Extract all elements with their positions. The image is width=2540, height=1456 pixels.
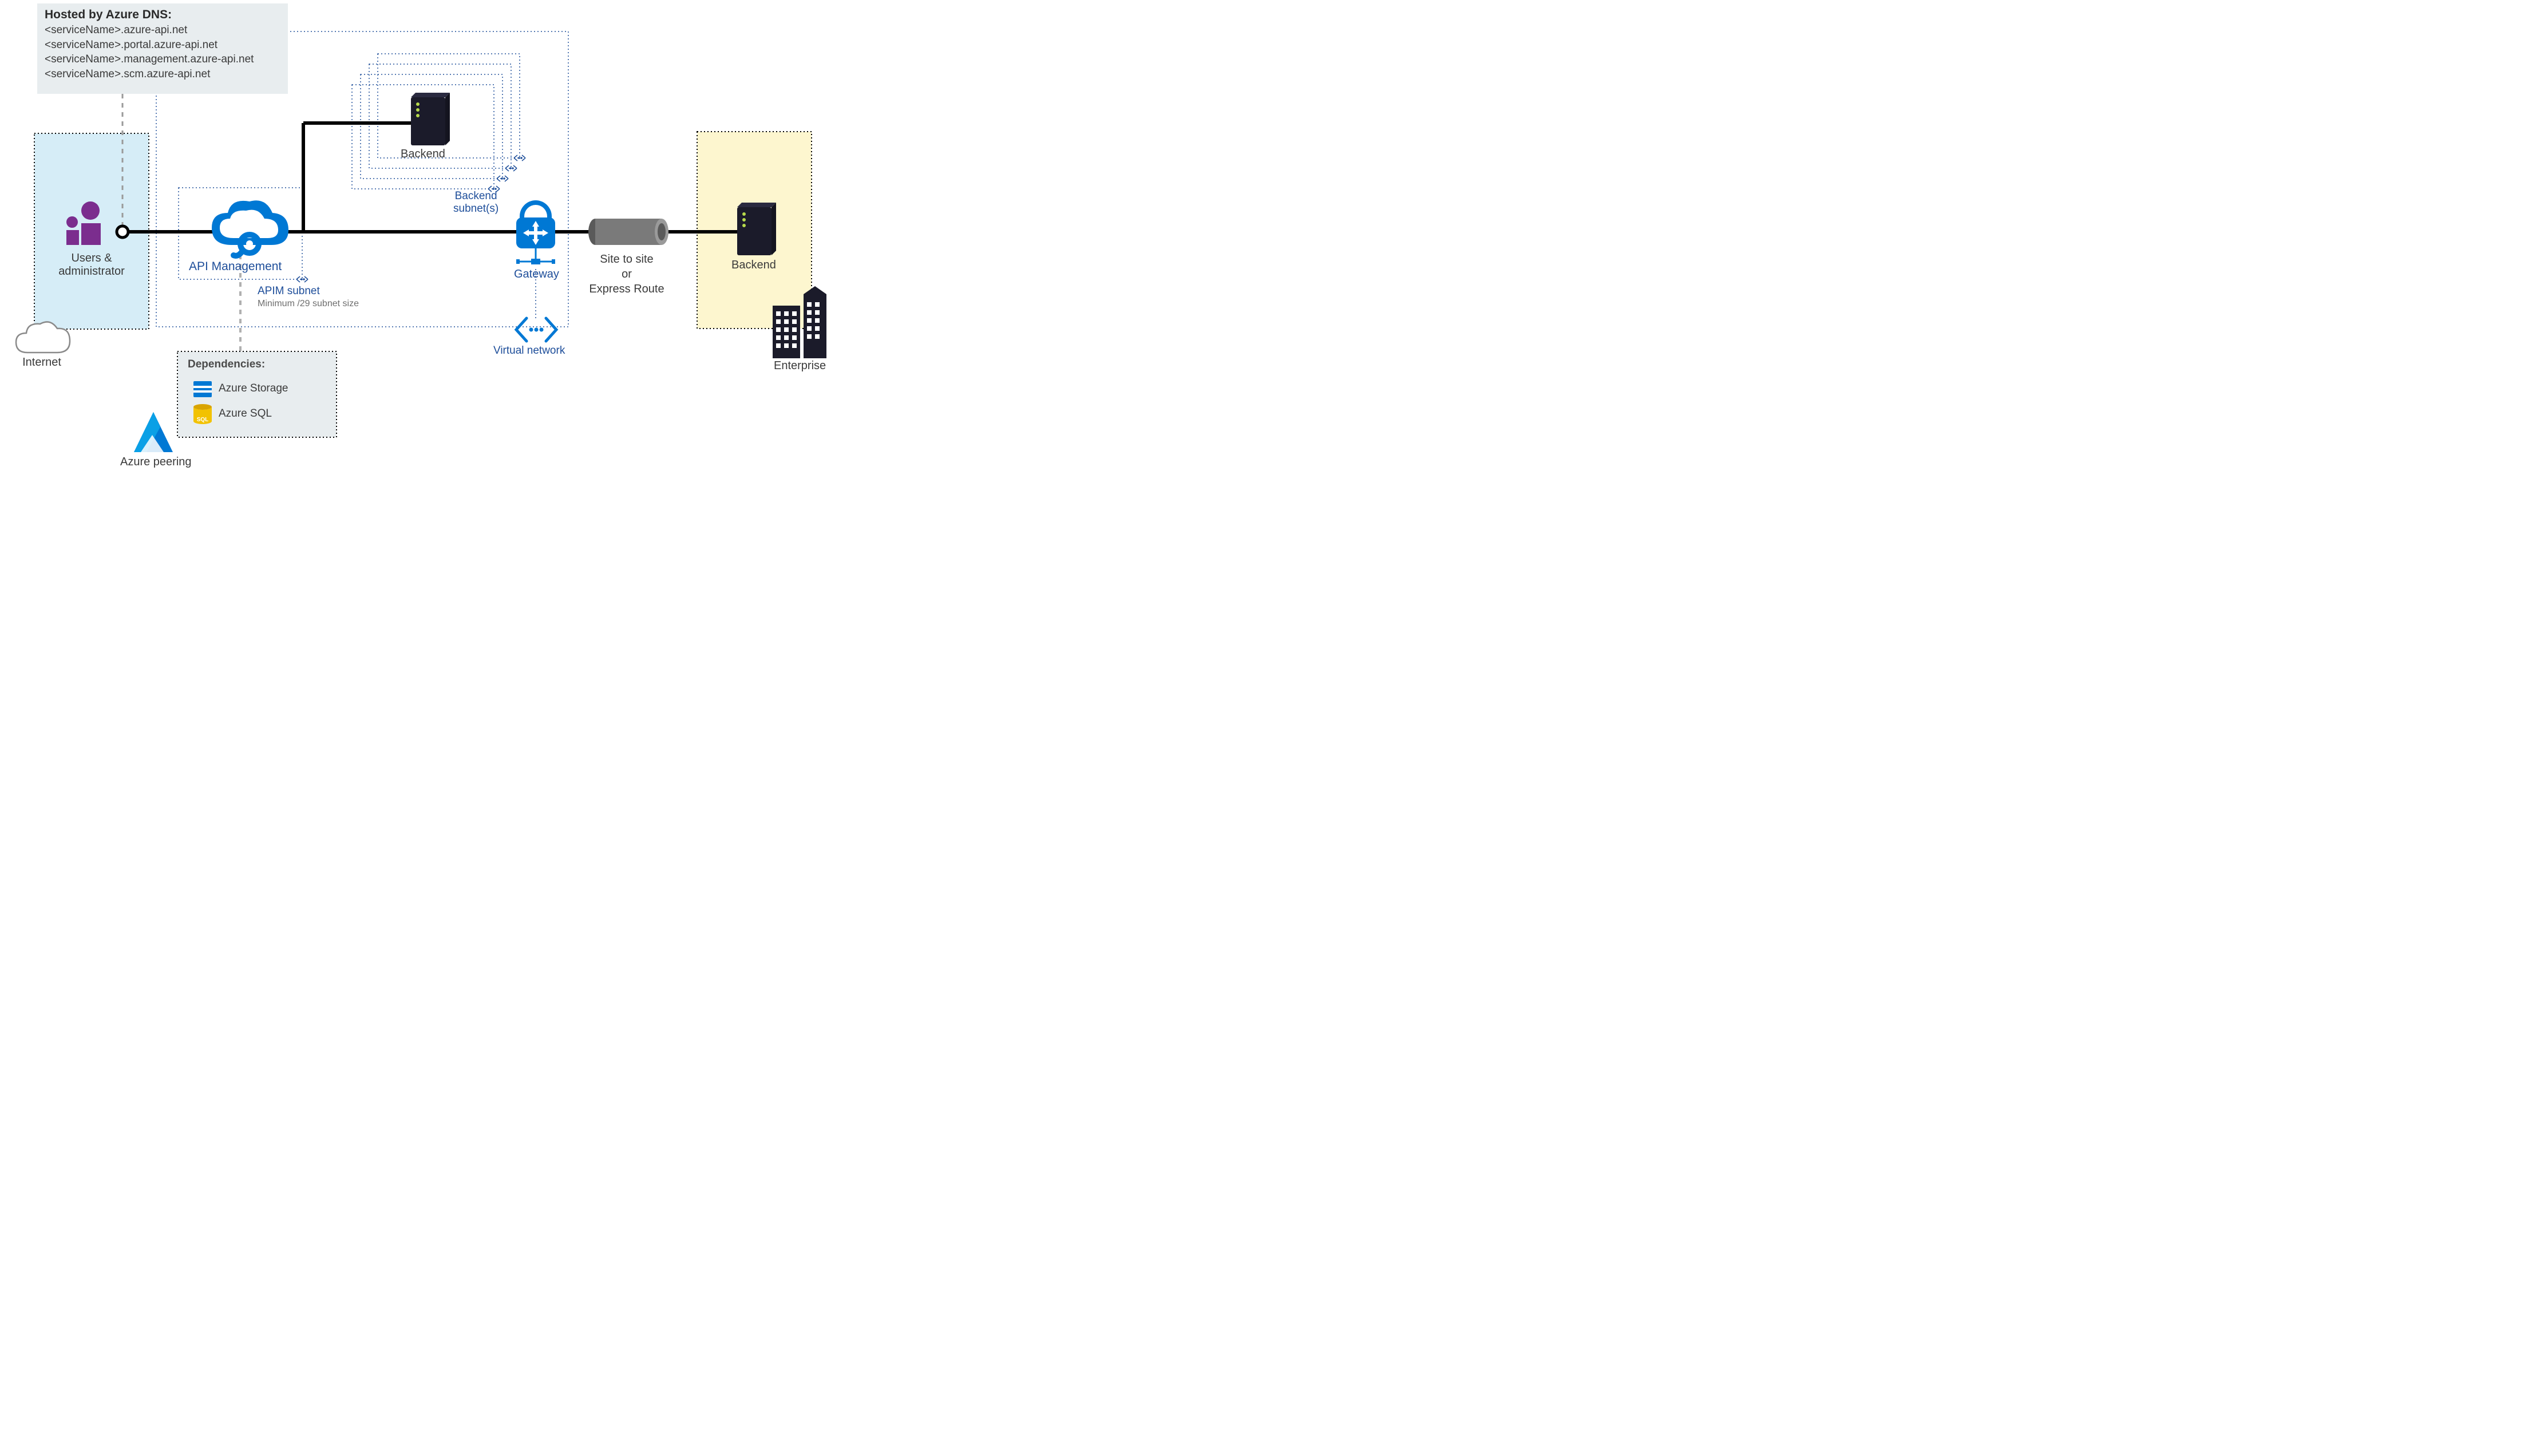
svg-text:SQL: SQL xyxy=(197,417,209,423)
apim-label: API Management xyxy=(189,260,282,274)
apim-subnet-note: Minimum /29 subnet size xyxy=(258,299,359,309)
apim-subnet-label: APIM subnet xyxy=(258,285,320,298)
dns-line: <serviceName>.management.azure-api.net xyxy=(45,52,285,67)
gateway-label: Gateway xyxy=(514,268,559,281)
backend-top-label: Backend xyxy=(401,148,445,161)
azure-sql-icon: SQL xyxy=(193,404,212,424)
azure-storage-label: Azure Storage xyxy=(219,382,288,395)
dns-line: <serviceName>.azure-api.net xyxy=(45,23,285,38)
azure-sql-label: Azure SQL xyxy=(219,407,272,420)
backend-server-top-icon xyxy=(411,93,450,145)
dns-title: Hosted by Azure DNS: xyxy=(45,8,285,22)
apim-cloud-icon xyxy=(212,200,288,256)
dependencies-title: Dependencies: xyxy=(188,358,265,371)
dns-line: <serviceName>.portal.azure-api.net xyxy=(45,38,285,53)
internet-label: Internet xyxy=(10,356,73,369)
site-to-site-label: Site to site or Express Route xyxy=(578,252,675,296)
backend-subnets-label: Backend subnet(s) xyxy=(453,190,498,215)
azure-peering-label: Azure peering xyxy=(120,456,192,469)
azure-storage-icon xyxy=(193,381,212,397)
backend-server-right-icon xyxy=(737,203,776,255)
gateway-icon xyxy=(516,200,555,264)
virtual-network-label: Virtual network xyxy=(493,345,565,357)
diagram-canvas: SQL Hosted by Azure DNS: <serviceName>.a… xyxy=(0,0,847,485)
backend-right-label: Backend xyxy=(731,259,776,272)
virtual-network-icon xyxy=(516,318,556,341)
pipe-icon xyxy=(588,219,668,245)
enterprise-label: Enterprise xyxy=(774,359,826,373)
dns-line: <serviceName>.scm.azure-api.net xyxy=(45,67,285,82)
users-label: Users & administrator xyxy=(34,252,149,278)
azure-peering-icon xyxy=(134,412,173,452)
dns-callout: Hosted by Azure DNS: <serviceName>.azure… xyxy=(45,8,285,82)
